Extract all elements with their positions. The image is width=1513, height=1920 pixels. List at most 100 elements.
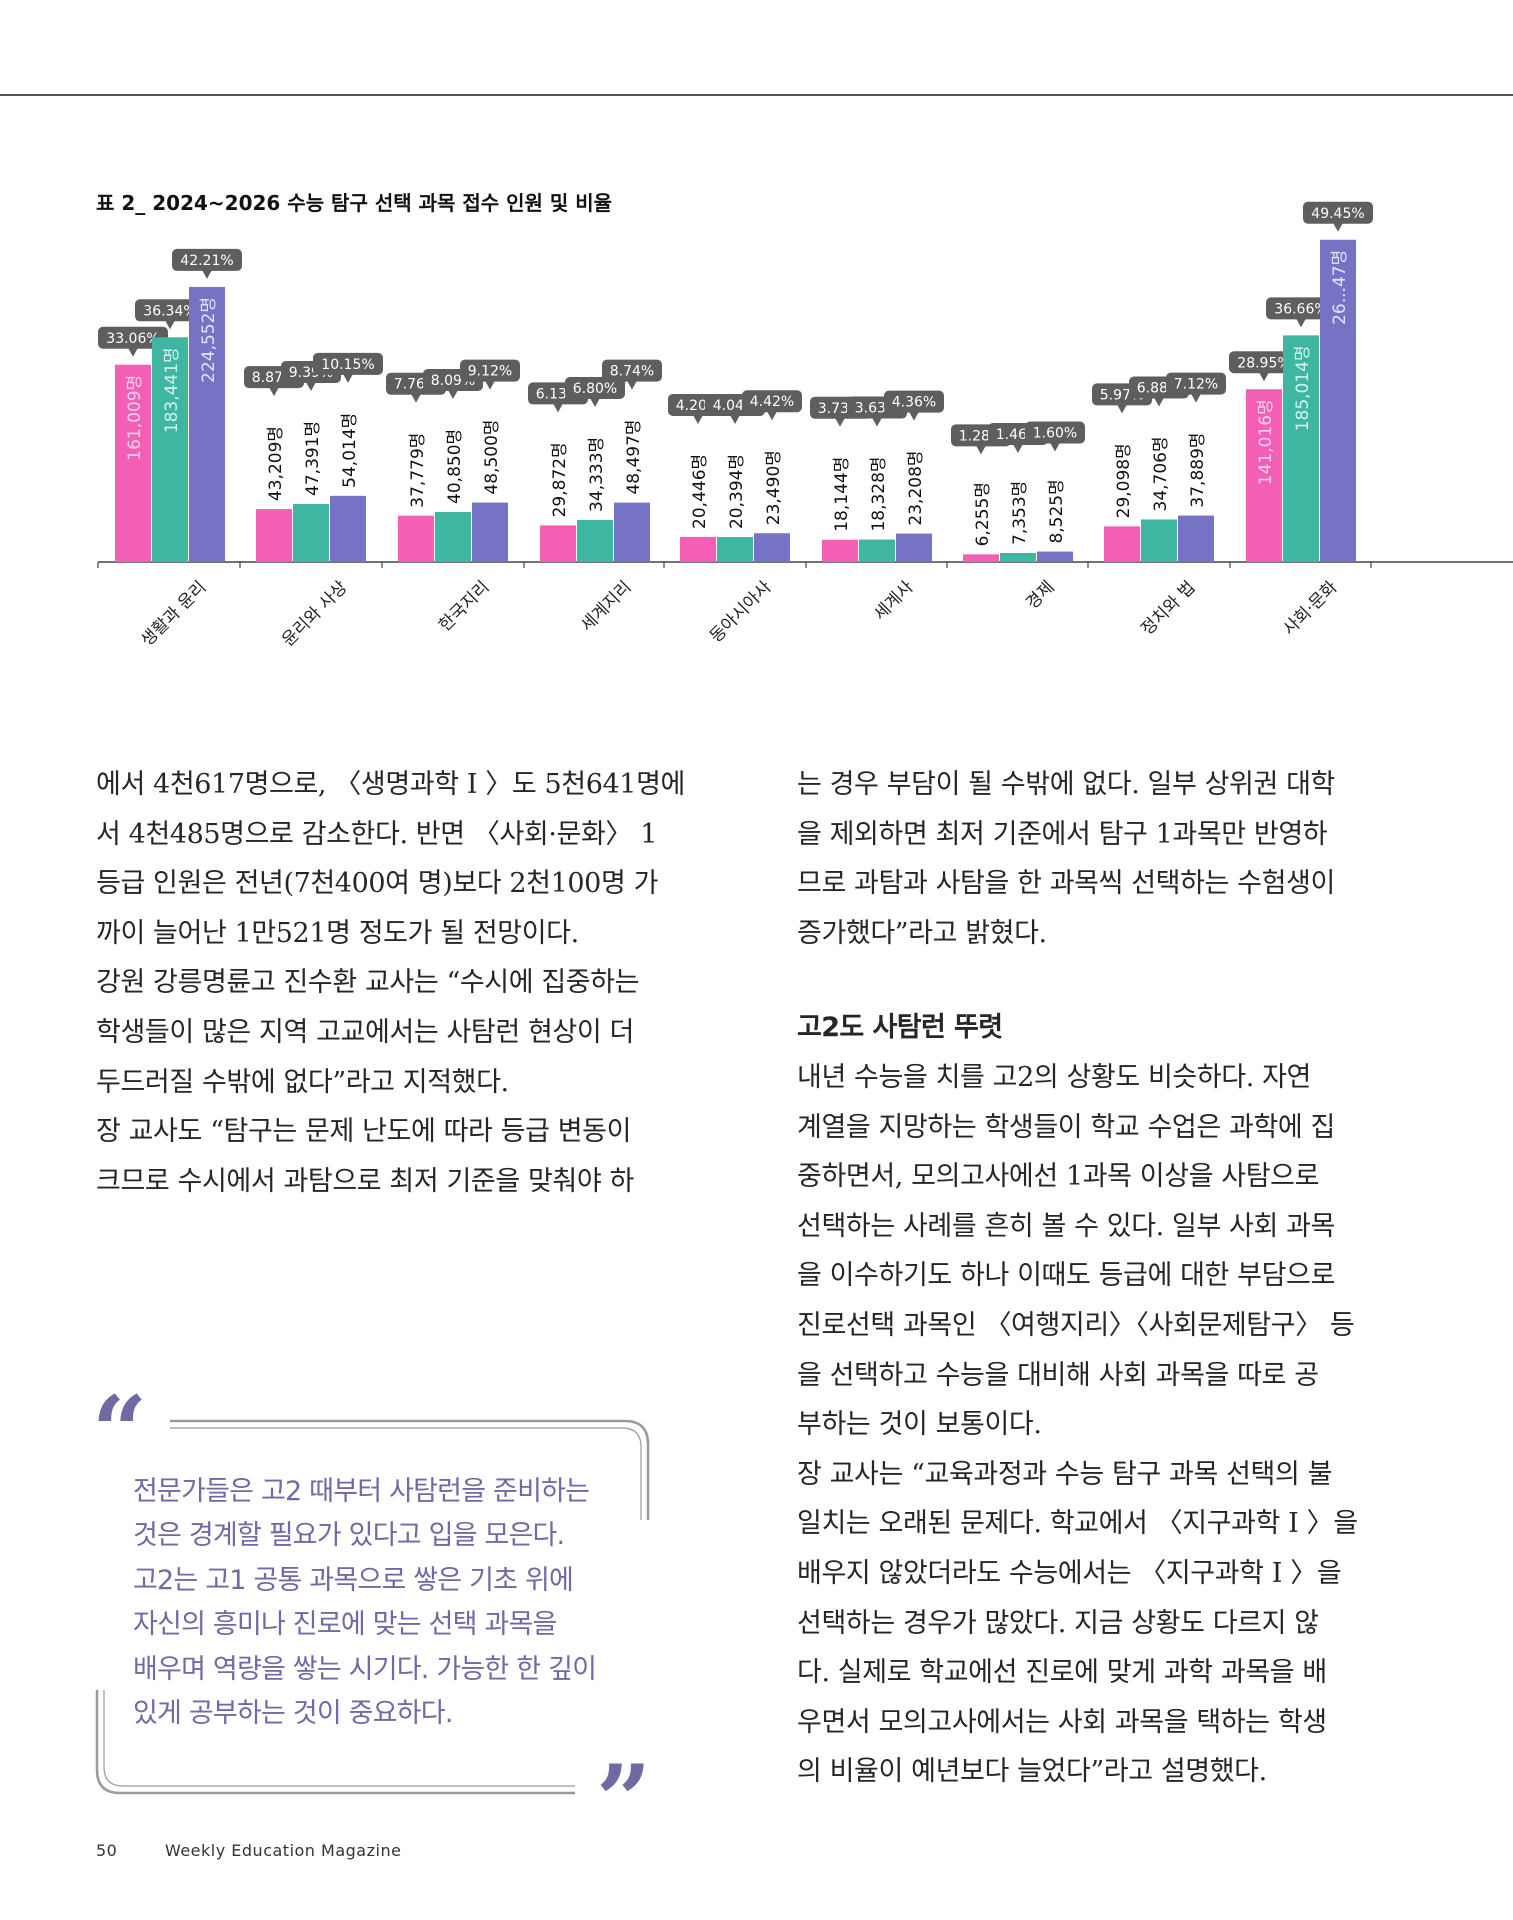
article-line: 장 교사도 “탐구는 문제 난도에 따라 등급 변동이 [96,1116,632,1148]
percent-callout-pointer [553,403,563,413]
bar [1000,552,1036,562]
percent-callout-pointer [1333,222,1343,232]
article-line: 배우지 않았더라도 수능에서는 〈지구과학 I 〉을 [797,1557,1342,1589]
percent-label: 4.42% [750,394,794,410]
article-line: 등급 인원은 전년(7천400여 명)보다 2천100명 가 [96,868,659,900]
percent-label: 36.66% [1274,301,1327,317]
percent-callout-box [1166,372,1226,395]
bar-value-label: 37,889명 [1188,432,1208,507]
bar [540,525,576,562]
percent-callout: 49.45% [1303,201,1373,232]
pullquote-line: 것은 경계할 필요가 있다고 입을 모은다. [133,1520,565,1552]
bar [1283,335,1319,562]
bar-value-label: 185,014명 [1293,345,1313,431]
bar [1037,551,1073,562]
pullquote-line: 전문가들은 고2 때부터 사탐런을 준비하는 [133,1476,590,1507]
bar [680,536,716,562]
percent-callout: 10.15% [313,352,383,383]
percent-callout: 28.95% [1229,351,1299,382]
percent-callout-pointer [411,393,421,403]
bar-value-label: 29,098명 [1114,443,1134,518]
percent-callout-pointer [1259,372,1269,382]
percent-callout-pointer [872,417,882,427]
bar-value-label: 141,016명 [1256,399,1276,485]
article-line: 을 제외하면 최저 기준에서 탐구 1과목만 반영하 [797,818,1328,850]
bar [1104,526,1140,562]
percent-callout: 8.74% [602,359,662,390]
page-footer: 50 Weekly Education Magazine [96,1841,401,1860]
percent-callout: 6.80% [565,376,625,407]
bar-value-label: 161,009명 [125,375,145,461]
top-rule [0,94,1513,96]
percent-callout-box [1025,421,1085,444]
percent-callout-pointer [627,380,637,390]
percent-callout: 7.12% [1166,372,1226,403]
bar-value-label: 26...47명 [1330,250,1350,325]
bar [1141,519,1177,562]
percent-callout-pointer [128,347,138,357]
bar-value-label: 23,208명 [906,450,926,525]
bar-value-label: 183,441명 [162,347,182,433]
bar [189,286,225,562]
percent-callout-pointer [343,373,353,383]
right-paragraphs-top: 는 경우 부담이 될 수밖에 없다. 일부 상위권 대학 을 제외하면 최저 기준… [797,760,1349,958]
bar-value-label: 20,446명 [690,454,710,529]
article-line: 선택하는 사례를 흔히 볼 수 있다. 일부 사회 과목 [797,1210,1336,1242]
percent-label: 8.74% [610,364,654,380]
bar-value-label: 8,525명 [1047,479,1067,543]
bar-value-label: 7,353명 [1010,481,1030,545]
bar-value-label: 37,779명 [408,433,428,508]
bar [256,509,292,562]
bar-chart: 표 2_ 2024~2026 수능 탐구 선택 과목 접수 인원 및 비율 161… [96,191,1513,651]
percent-label: 1.60% [1033,426,1077,442]
percent-callout: 42.21% [172,248,242,279]
article-line: 계열을 지망하는 학생들이 학교 수업은 과학에 집 [797,1111,1335,1143]
percent-callout-box [602,359,662,382]
page-number: 50 [96,1841,118,1860]
percent-callout-box [565,376,625,399]
right-paragraphs-bottom: 내년 수능을 치를 고2의 상황도 비슷하다. 자연 계열을 지망하는 학생들이 … [797,1053,1358,1797]
article-column-left: 에서 4천617명으로, 〈생명과학 I 〉도 5천641명에 서 4천485명으… [96,760,685,1206]
bar-value-label: 43,209명 [266,426,286,501]
percent-callout-box [1229,351,1299,374]
percent-callout-box [742,390,802,413]
percent-callout-pointer [202,269,212,279]
percent-callout-pointer [269,387,279,397]
percent-callout-box [460,359,520,382]
article-line: 증가했다”라고 밝혔다. [797,917,1047,949]
percent-label: 10.15% [321,357,374,373]
article-column-right: 는 경우 부담이 될 수밖에 없다. 일부 상위권 대학 을 제외하면 최저 기준… [797,760,1358,1797]
article-line: 선택하는 경우가 많았다. 지금 상황도 다르지 않 [797,1607,1319,1639]
percent-callout-pointer [1191,393,1201,403]
percent-label: 33.06% [106,331,159,347]
percent-label: 36.34% [143,303,196,319]
bar-value-label: 40,850명 [445,429,465,504]
percent-callout: 4.36% [884,390,944,421]
bar [293,503,329,562]
bar-value-label: 47,391명 [303,421,323,496]
percent-callout-pointer [1117,404,1127,414]
percent-callout-box [98,326,168,349]
percent-label: 42.21% [180,253,233,269]
bar [435,511,471,562]
percent-callout: 36.66% [1266,297,1336,328]
bar-value-label: 29,872명 [550,442,570,517]
bar [859,539,895,562]
bar [754,533,790,562]
percent-callout-pointer [1296,318,1306,328]
percent-callout: 36.34% [135,299,205,330]
bar [152,337,188,562]
article-line: 강원 강릉명륜고 진수환 교사는 “수시에 집중하는 [96,967,640,999]
article-line: 부하는 것이 보통이다. [797,1409,1042,1441]
percent-callout-box [172,248,242,271]
percent-callout: 33.06% [98,326,168,357]
percent-callout-pointer [909,411,919,421]
bar-value-label: 34,706명 [1151,436,1171,511]
bar [1246,389,1282,562]
percent-callout-pointer [1050,442,1060,452]
bar-value-label: 54,014명 [340,413,360,488]
percent-callout-pointer [730,415,740,425]
article-line: 학생들이 많은 지역 고교에서는 사탐런 현상이 더 [96,1016,634,1048]
pullquote-line: 있게 공부하는 것이 중요하다. [133,1698,453,1730]
